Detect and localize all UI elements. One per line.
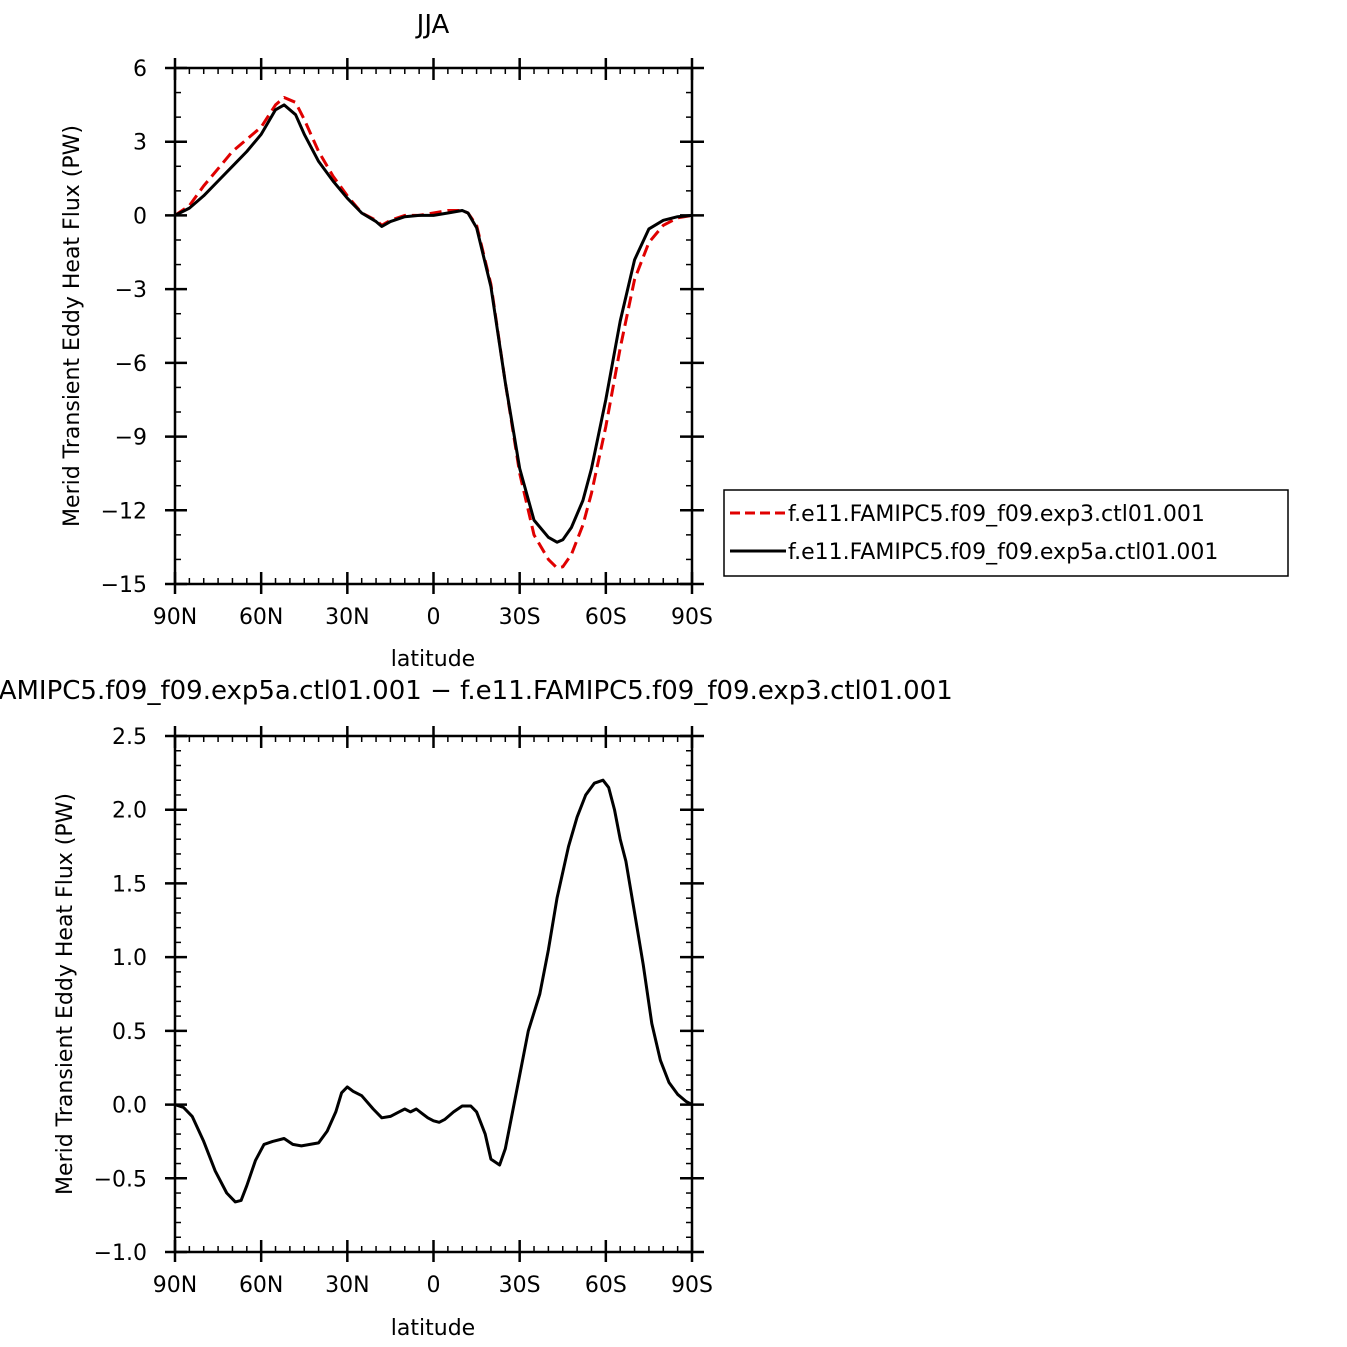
bottom-y-tick-label: −0.5 (94, 1167, 147, 1192)
legend-box (723, 489, 1289, 577)
bottom-axes: 90N 60N 30N 0 30S 60S 90S 2.5 2.0 1.5 1.0 0.5 0.0 −0.… (94, 725, 713, 1298)
bottom-series-lines (174, 778, 693, 1204)
top-y-tick-label: 6 (133, 57, 147, 82)
top-x-tick-label: 60N (239, 605, 283, 630)
bottom-y-axis-label: Merid Transient Eddy Heat Flux (PW) (53, 793, 78, 1195)
bottom-y-tick-label: 0.0 (112, 1094, 147, 1119)
bottom-x-tick-label: 90S (671, 1273, 713, 1298)
top-x-tick-label: 90S (671, 605, 713, 630)
bottom-x-tick-label: 0 (427, 1273, 441, 1298)
top-y-tick-label: −9 (115, 426, 147, 451)
bottom-plot-title: f.e11.FAMIPC5.f09_f09.exp5a.ctl01.001 − … (0, 676, 953, 706)
bottom-x-tick-label: 60S (585, 1273, 627, 1298)
top-series-lines (174, 96, 693, 570)
legend: f.e11.FAMIPC5.f09_f09.exp3.ctl01.001 f.e… (723, 489, 1289, 577)
top-x-tick-label: 0 (427, 605, 441, 630)
top-x-tick-label: 30S (499, 605, 541, 630)
bottom-x-tick-label: 30S (499, 1273, 541, 1298)
bottom-y-tick-label: 1.0 (112, 946, 147, 971)
bottom-x-axis-label: latitude (391, 1316, 475, 1341)
bottom-y-tick-label: 0.5 (112, 1020, 147, 1045)
top-plot-title: JJA (415, 10, 450, 40)
legend-label-exp3: f.e11.FAMIPC5.f09_f09.exp3.ctl01.001 (788, 502, 1205, 527)
top-series-line-1 (174, 96, 693, 570)
bottom-x-tick-label: 90N (153, 1273, 197, 1298)
top-y-axis-label: Merid Transient Eddy Heat Flux (PW) (60, 125, 85, 527)
top-panel: JJA 90N 60N 30N 0 30S 60S 90S 6 3 0 −3 −6 −9 −12 −15 l… (60, 10, 713, 672)
top-y-tick-label: 0 (133, 204, 147, 229)
bottom-y-tick-label: −1.0 (94, 1241, 147, 1266)
top-x-tick-label: 90N (153, 605, 197, 630)
bottom-series-line-1 (174, 778, 693, 1204)
top-y-tick-label: −3 (115, 278, 147, 303)
top-x-axis-label: latitude (391, 647, 475, 672)
top-series-line-2 (174, 103, 693, 544)
bottom-x-tick-label: 60N (239, 1273, 283, 1298)
bottom-y-tick-label: 2.5 (112, 725, 147, 750)
bottom-y-tick-label: 2.0 (112, 799, 147, 824)
top-x-tick-label: 60S (585, 605, 627, 630)
legend-label-exp5a: f.e11.FAMIPC5.f09_f09.exp5a.ctl01.001 (788, 540, 1218, 565)
top-y-tick-label: 3 (133, 131, 147, 156)
bottom-x-tick-label: 30N (325, 1273, 369, 1298)
bottom-y-tick-label: 1.5 (112, 872, 147, 897)
bottom-panel: f.e11.FAMIPC5.f09_f09.exp5a.ctl01.001 − … (0, 676, 953, 1341)
top-y-tick-label: −15 (101, 573, 147, 598)
top-y-tick-label: −6 (115, 352, 147, 377)
top-axes: 90N 60N 30N 0 30S 60S 90S 6 3 0 −3 −6 −9 −12 −15 (101, 57, 713, 630)
top-x-tick-label: 30N (325, 605, 369, 630)
top-y-tick-label: −12 (101, 499, 147, 524)
